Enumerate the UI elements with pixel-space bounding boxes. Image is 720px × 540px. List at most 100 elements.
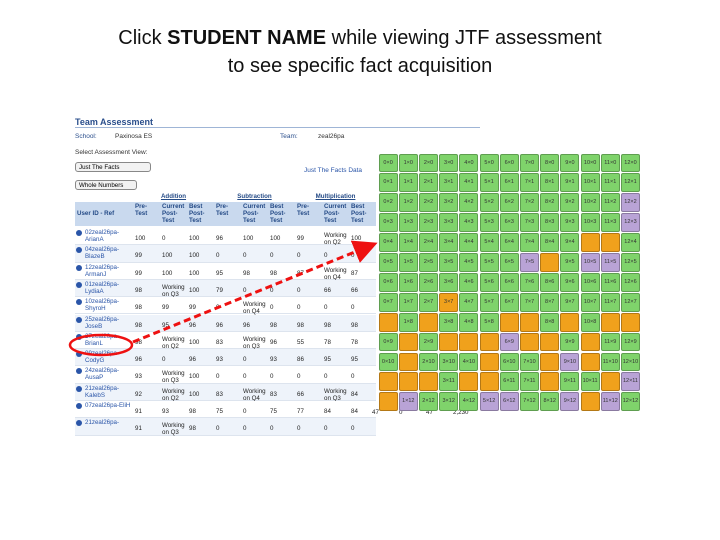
fact-cell: 12×10 [620,352,641,372]
row-icon [76,385,82,392]
student-name-link[interactable]: 10zeal26pa-ShyroH [85,298,120,313]
school-label: School: [75,133,97,140]
score-cell: 98 [135,304,142,312]
fact-cell [580,352,600,372]
fact-cell: 4×1 [459,173,479,193]
fact-cell: 0×2 [378,193,398,213]
student-name-link[interactable]: 24zeal26pa-AusaP [85,367,120,382]
score-cell: 93 [270,356,277,364]
score-cell: 99 [189,304,196,312]
student-name-link[interactable]: 07zeal26pa-EliH [85,402,131,409]
fact-cell: 12×5 [620,253,641,272]
fact-cell: 2×3 [418,213,439,233]
score-cell: 98 [135,321,142,329]
fact-cell: 12×9 [620,332,641,352]
fact-cell [479,372,499,392]
number-set-select[interactable]: Whole Numbers [75,180,137,190]
score-cell: 78 [324,338,331,346]
column-header: Current Post-Test [322,202,349,226]
fact-cell: 8×8 [540,312,560,332]
arrow [132,240,378,344]
fact-cell: 12×11 [620,372,641,392]
student-name-link[interactable]: 27zeal26pa-BrianL [85,332,120,347]
title-text: Click [118,27,168,49]
fact-cell: 0×1 [378,173,398,193]
student-name-link[interactable]: 21zeal26pa-KalebS [85,384,120,399]
group-header: Subtraction [237,193,272,200]
fact-cell: 5×8 [479,312,499,332]
score-cell: 0 [270,286,274,294]
fact-cell: 6×6 [499,272,519,292]
fact-cell: 1×7 [398,292,418,312]
fact-cell: 2×7 [418,292,439,312]
score-cell: 87 [351,269,358,277]
student-name-link[interactable]: 04zeal26pa-BlazeB [85,246,120,261]
fact-cell [600,233,620,252]
fact-cell: 7×3 [519,213,540,233]
score-cell: 79 [216,286,223,294]
fact-cell: 12×3 [620,213,641,233]
fact-cell [580,233,600,252]
fact-cell: 2×12 [418,392,439,412]
fact-cell: 4×6 [459,272,479,292]
fact-cell: 7×10 [519,352,540,372]
fact-cell [620,312,641,332]
score-cell: 95 [351,356,358,364]
score-cell: 78 [351,338,358,346]
score-cell: Working on Q3 [243,335,266,350]
fact-cell: 7×11 [519,372,540,392]
score-cell: 100 [189,269,200,277]
score-cell: 0 [216,252,220,260]
score-cell: 84 [351,408,358,415]
fact-cell [398,372,418,392]
fact-cell [499,312,519,332]
fact-cell [439,332,459,352]
fact-cell: 1×0 [398,153,418,173]
score-cell: 83 [216,338,223,346]
fact-cell: 5×6 [479,272,499,292]
score-cell: 98 [135,286,142,294]
data-link[interactable]: Just The Facts Data [304,167,363,174]
score-cell: 100 [189,373,200,381]
student-name-link[interactable]: 12zeal26pa-ArmanJ [85,263,120,278]
score-cell: 98 [297,321,304,329]
extra-value: 0 [399,409,403,416]
row-icon [76,299,82,306]
score-cell: 92 [135,390,142,398]
score-cell: 99 [297,235,304,242]
fact-cell [479,352,499,372]
student-name-link[interactable]: 21zeal26pa- [85,419,120,427]
score-cell: 0 [297,425,301,433]
fact-cell: 7×7 [519,292,540,312]
student-name-link[interactable]: 01zeal26pa-LydiaA [85,280,120,295]
score-cell: 83 [270,390,277,398]
row-icon [76,316,82,323]
fact-cell: 4×12 [459,392,479,412]
fact-cell: 9×9 [560,332,580,352]
score-cell: 100 [189,286,200,294]
column-header: Pre-Test [295,202,322,226]
fact-cell: 12×0 [620,153,641,173]
fact-cell: 4×8 [459,312,479,332]
student-name-link[interactable]: 02zeal26pa-ArianA [85,229,120,243]
fact-cell: 10×6 [580,272,600,292]
fact-cell: 7×4 [519,233,540,252]
row-icon [76,247,82,254]
fact-cell: 0×7 [378,292,398,312]
fact-cell: 12×7 [620,292,641,312]
view-select[interactable]: Just The Facts [75,162,151,172]
score-cell: 91 [135,408,142,415]
score-cell: 84 [351,390,358,398]
score-cell: 0 [324,373,328,381]
student-name-link[interactable]: 25zeal26pa-JoseB [85,315,120,330]
fact-cell: 5×7 [479,292,499,312]
fact-cell [580,332,600,352]
column-header: Current Post-Test [241,202,268,226]
score-cell: 66 [324,286,331,294]
row-bg [75,366,376,384]
fact-cell: 2×5 [418,253,439,272]
fact-cell: 9×3 [560,213,580,233]
score-cell: 86 [297,356,304,364]
student-name-link[interactable]: 09zeal26pa-CodyG [85,350,120,365]
